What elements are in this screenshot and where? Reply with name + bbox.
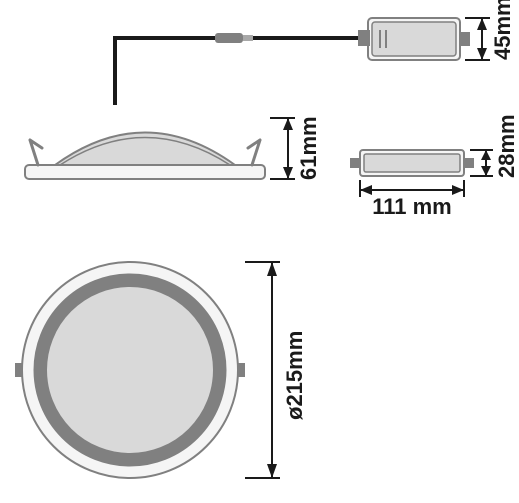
label-second-driver-height: 28mm (494, 114, 519, 178)
dim-second-driver-width: 111 mm (360, 180, 464, 219)
label-second-driver-width: 111 mm (372, 194, 452, 219)
dim-driver-height: 45mm (465, 0, 515, 60)
cable-and-driver: 45mm (115, 0, 515, 105)
dim-fixture-side-height: 61mm (270, 116, 321, 180)
label-driver-height: 45mm (490, 0, 515, 60)
fixture-front-view: ø215mm (15, 262, 307, 478)
driver-box-top (358, 18, 470, 60)
fixture-side-view: 61mm (25, 116, 321, 180)
dim-fixture-diameter: ø215mm (245, 262, 307, 478)
label-fixture-diameter: ø215mm (282, 331, 307, 420)
dimension-diagram: 45mm 61mm (0, 0, 519, 503)
driver-box-bottom: 28mm 111 mm (350, 114, 519, 219)
label-fixture-side-height: 61mm (296, 116, 321, 180)
dim-second-driver-height: 28mm (470, 114, 519, 178)
